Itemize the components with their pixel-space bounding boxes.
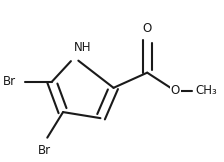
Text: NH: NH [74,41,92,54]
Text: CH₃: CH₃ [196,84,218,97]
Text: O: O [171,84,180,97]
Text: O: O [143,22,152,35]
Text: Br: Br [3,75,16,88]
Text: Br: Br [38,144,51,157]
